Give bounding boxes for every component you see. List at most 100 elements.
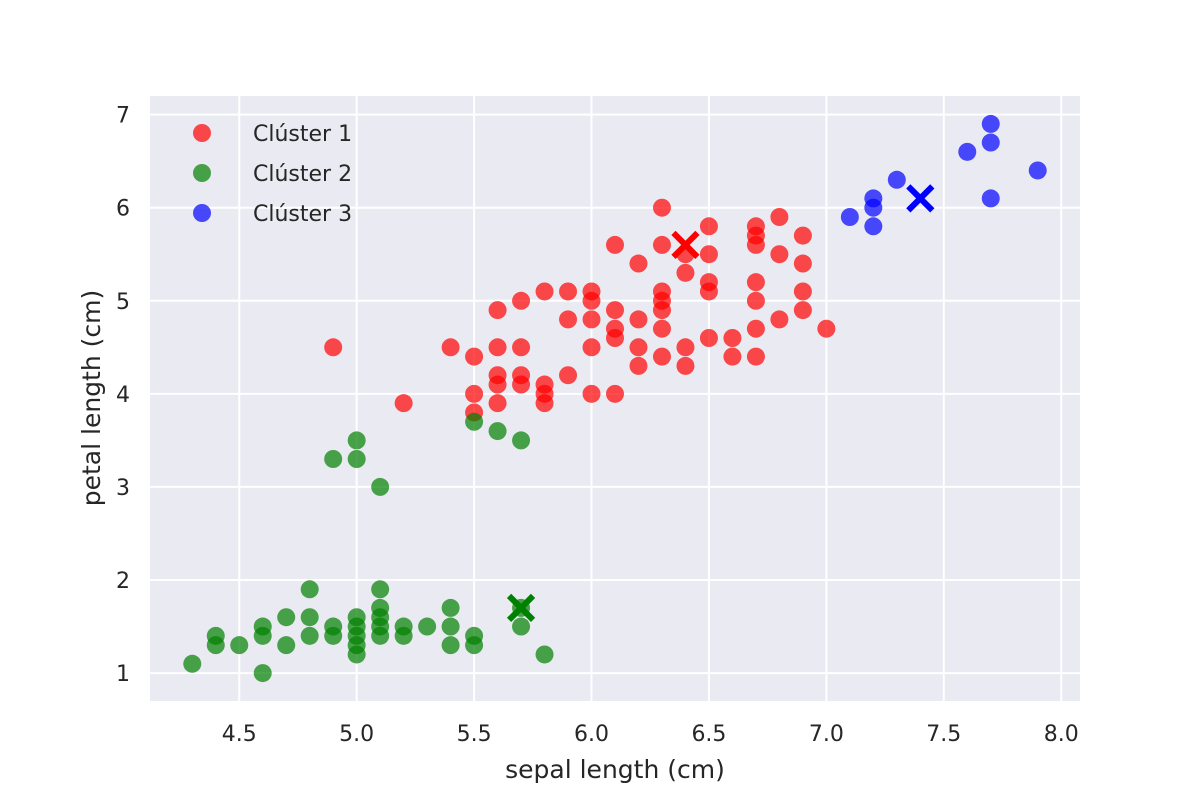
- cluster-1-point: [394, 394, 413, 413]
- cluster-2-centroid-marker: [506, 593, 536, 623]
- cluster-3-point: [958, 142, 977, 161]
- cluster-1-point: [324, 338, 343, 357]
- cluster-2-point: [465, 412, 484, 431]
- cluster-1-point: [746, 235, 765, 254]
- cluster-3-point: [864, 198, 883, 217]
- cluster-1-point: [488, 375, 507, 394]
- cluster-1-point: [488, 338, 507, 357]
- cluster-1-point: [488, 394, 507, 413]
- cluster-2-point: [253, 664, 272, 683]
- legend-label: Clúster 3: [253, 202, 352, 227]
- centroid-markers: [506, 184, 935, 623]
- cluster-2-point: [371, 580, 390, 599]
- data-points: [183, 114, 1047, 683]
- cluster-2-point: [324, 450, 343, 468]
- cluster-2-point: [300, 626, 319, 645]
- cluster-1-point: [629, 310, 648, 329]
- cluster-2-point: [300, 580, 319, 599]
- y-axis-ticks: 1 2 3 4 5 6 7: [116, 104, 130, 687]
- cluster-1-point: [535, 394, 554, 413]
- cluster-2-point: [512, 617, 531, 636]
- cluster-2-point: [347, 450, 366, 468]
- cluster-1-point: [629, 338, 648, 357]
- cluster-2-point: [253, 626, 272, 645]
- cluster-3-point: [981, 133, 1000, 152]
- cluster-1-point: [606, 384, 624, 403]
- cluster-1-point: [559, 282, 578, 301]
- cluster-1-point: [652, 235, 671, 254]
- cluster-2-point: [535, 645, 554, 664]
- cluster-1-point: [629, 356, 648, 375]
- centroid-stroke: [906, 184, 935, 213]
- cluster-3-point: [981, 114, 1000, 133]
- cluster-1-point: [652, 198, 671, 217]
- cluster-1-point: [793, 282, 812, 301]
- cluster-1-point: [582, 291, 601, 310]
- y-tick-label: 6: [116, 197, 130, 222]
- legend-label: Clúster 2: [253, 162, 352, 187]
- cluster-1-point: [465, 347, 484, 366]
- cluster-2-point: [394, 626, 413, 645]
- x-tick-label: 6.5: [691, 722, 726, 747]
- cluster-2-point: [465, 636, 484, 655]
- cluster-3-point: [840, 208, 859, 226]
- cluster-2-point: [371, 477, 390, 496]
- cluster-2-point: [230, 636, 249, 655]
- cluster-2-point: [183, 654, 202, 673]
- cluster-1-point: [746, 347, 765, 366]
- cluster-1-point: [793, 254, 812, 273]
- x-axis-ticks: 4.5 5.0 5.5 6.0 6.5 7.0 7.5 8.0: [222, 722, 1079, 747]
- cluster-1-point: [582, 310, 601, 329]
- cluster-1-point: [465, 384, 484, 403]
- x-axis-title: sepal length (cm): [505, 755, 725, 784]
- cluster-1-centroid-marker: [671, 230, 700, 260]
- cluster-1-point: [723, 329, 742, 347]
- cluster-1-point: [746, 273, 765, 292]
- cluster-1-point: [676, 263, 695, 282]
- cluster-1-point: [606, 329, 624, 347]
- cluster-2-point: [441, 636, 460, 655]
- y-tick-label: 2: [116, 569, 130, 594]
- cluster-1-point: [441, 338, 460, 357]
- cluster-1-point: [699, 245, 718, 264]
- grid-lines: [150, 96, 1080, 701]
- cluster-1-point: [512, 338, 531, 357]
- cluster-3-point: [1028, 161, 1047, 180]
- cluster-2-point: [441, 617, 460, 636]
- cluster-1-point: [652, 319, 671, 338]
- x-tick-label: 6.0: [574, 722, 609, 747]
- x-tick-label: 7.5: [926, 722, 961, 747]
- cluster-1-point: [652, 347, 671, 366]
- cluster-3-centroid-marker: [906, 184, 935, 213]
- cluster-1-point: [770, 208, 789, 226]
- cluster-1-point: [582, 384, 601, 403]
- cluster-1-point: [723, 347, 742, 366]
- legend-label: Clúster 1: [253, 122, 352, 147]
- cluster-2-point: [488, 422, 507, 441]
- y-tick-label: 1: [116, 662, 130, 687]
- cluster-2-point: [347, 645, 366, 664]
- centroid-stroke: [506, 593, 536, 623]
- cluster-1-point: [535, 282, 554, 301]
- x-tick-label: 8.0: [1044, 722, 1079, 747]
- x-tick-label: 7.0: [809, 722, 844, 747]
- cluster-1-point: [512, 375, 531, 394]
- x-tick-label: 5.5: [457, 722, 492, 747]
- centroid-stroke: [671, 230, 700, 260]
- cluster-1-point: [629, 254, 648, 273]
- legend-marker: [193, 164, 211, 182]
- x-tick-label: 4.5: [222, 722, 257, 747]
- cluster-2-point: [300, 608, 319, 627]
- cluster-1-point: [699, 329, 718, 347]
- cluster-1-point: [676, 356, 695, 375]
- cluster-1-point: [676, 338, 695, 357]
- cluster-3-point: [887, 170, 906, 189]
- cluster-2-point: [441, 598, 460, 617]
- cluster-1-point: [488, 301, 507, 320]
- cluster-1-point: [817, 319, 836, 338]
- x-tick-label: 5.0: [339, 722, 374, 747]
- cluster-1-point: [793, 226, 812, 245]
- cluster-1-point: [559, 310, 578, 329]
- cluster-1-point: [770, 310, 789, 329]
- cluster-1-point: [699, 282, 718, 301]
